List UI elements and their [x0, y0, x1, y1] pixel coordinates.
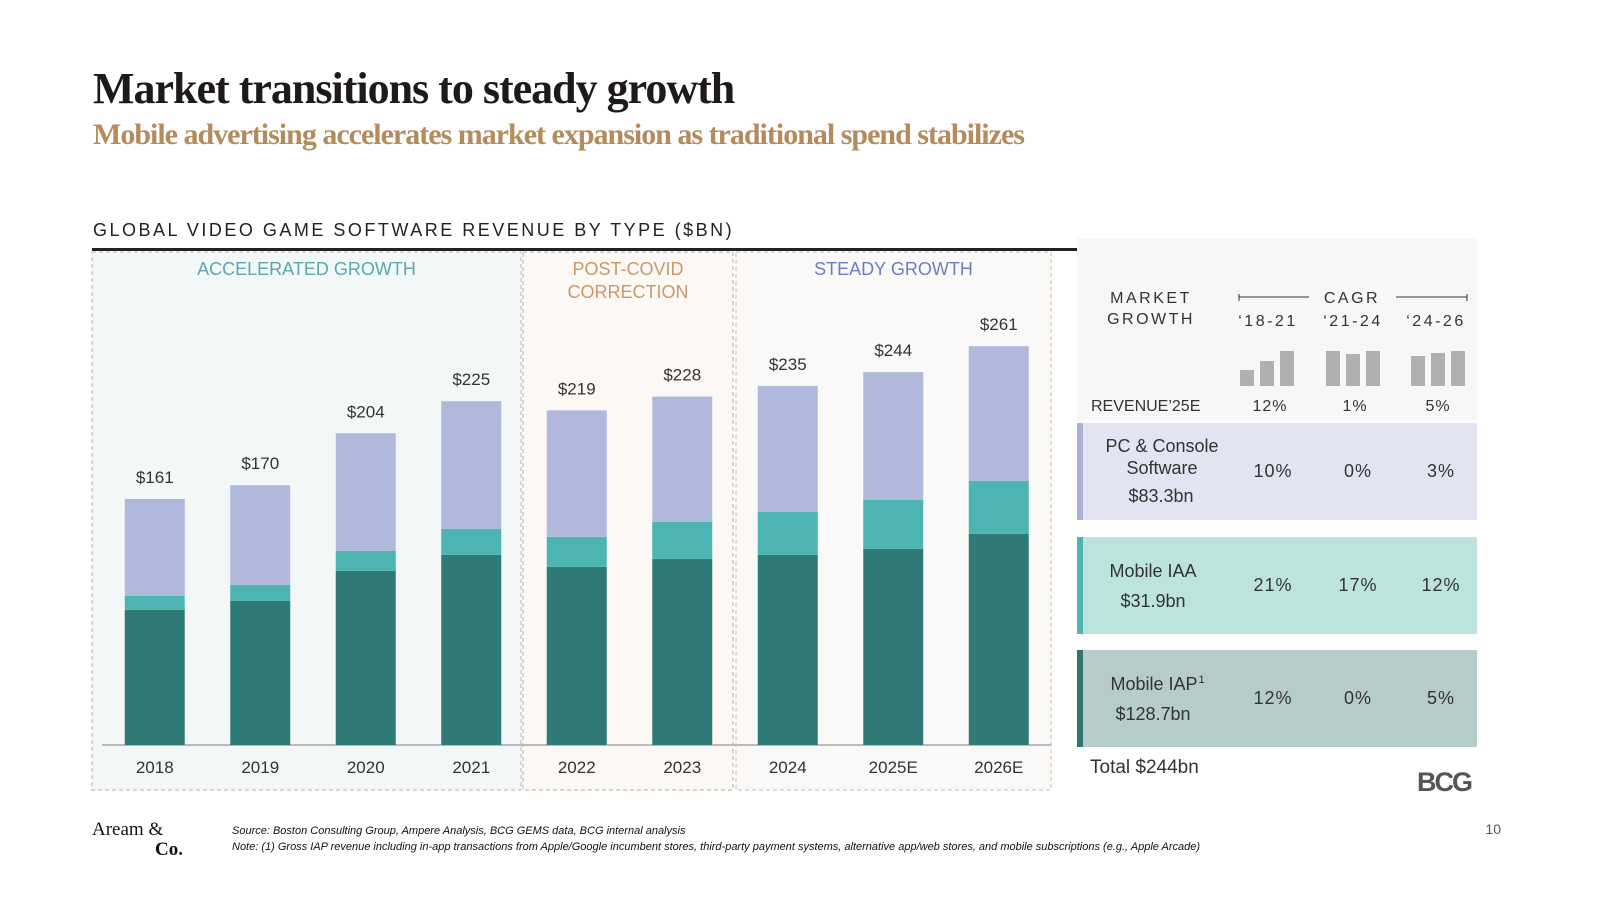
- total-label: $228: [663, 366, 701, 385]
- title: Market transitions to steady growth: [93, 64, 735, 113]
- row-growth: 21%: [1253, 575, 1292, 595]
- bar-segment: [124, 498, 185, 596]
- row-name: Mobile IAA: [1109, 561, 1196, 581]
- phase-label: CORRECTION: [568, 282, 689, 302]
- bar-segment: [335, 570, 396, 745]
- row-accent: [1077, 423, 1083, 520]
- table-header: MARKET: [1110, 290, 1192, 307]
- row-accent: [1077, 650, 1083, 747]
- bar-segment: [863, 372, 924, 500]
- source: Source: Boston Consulting Group, Ampere …: [232, 825, 686, 837]
- x-tick-label: 2026E: [974, 758, 1023, 777]
- bar-segment: [546, 536, 607, 567]
- x-tick-label: 2025E: [869, 758, 918, 777]
- phase-label: STEADY GROWTH: [814, 259, 973, 279]
- bar-segment: [546, 410, 607, 537]
- row-growth: 17%: [1338, 575, 1377, 595]
- x-tick-label: 2019: [241, 758, 279, 777]
- x-tick-label: 2022: [558, 758, 596, 777]
- cagr-label: CAGR: [1324, 290, 1380, 307]
- bar-segment: [757, 554, 818, 745]
- revenue-growth: 1%: [1342, 398, 1367, 415]
- phase-label: ACCELERATED GROWTH: [197, 259, 416, 279]
- period-label: ‘18-21: [1238, 313, 1297, 330]
- bar-segment: [441, 401, 502, 529]
- row-growth: 3%: [1427, 461, 1455, 481]
- bar-segment: [335, 433, 396, 551]
- row-growth: 12%: [1421, 575, 1460, 595]
- bar-segment: [652, 396, 713, 522]
- revenue-growth: 5%: [1425, 398, 1450, 415]
- market-table: MARKET GROWTH CAGR ‘18-21 ‘21-24 ‘24-26 REVENU…: [1077, 290, 1477, 778]
- row-bg: [1077, 650, 1477, 747]
- title-rule: [92, 248, 1476, 251]
- logo-line: Co.: [155, 839, 183, 860]
- row-growth: 10%: [1253, 461, 1292, 481]
- bar-segment: [441, 554, 502, 745]
- row-revenue: $128.7bn: [1115, 704, 1190, 724]
- bar-segment: [757, 511, 818, 555]
- period-label: ‘24-26: [1406, 313, 1465, 330]
- bar-segment: [863, 499, 924, 549]
- bar-segment: [124, 609, 185, 745]
- total-label: $170: [241, 454, 279, 473]
- bar-segment: [335, 550, 396, 571]
- bar-segment: [230, 600, 291, 745]
- row-growth: 0%: [1344, 688, 1372, 708]
- total: Total $244bn: [1090, 757, 1199, 778]
- total-label: $261: [980, 315, 1018, 334]
- cagr-bracket: [1238, 294, 1468, 301]
- x-tick-label: 2024: [769, 758, 807, 777]
- mini-bar-icons: [1240, 351, 1465, 386]
- total-label: $161: [136, 468, 174, 487]
- bar-segment: [652, 558, 713, 745]
- bar-segment: [863, 548, 924, 745]
- row-growth: 12%: [1253, 688, 1292, 708]
- row-accent: [1077, 537, 1083, 634]
- row-revenue: $31.9bn: [1120, 591, 1185, 611]
- brand-logo: BCG: [1417, 767, 1472, 797]
- bar-segment: [968, 346, 1029, 481]
- x-tick-label: 2023: [663, 758, 701, 777]
- total-label: $225: [452, 370, 490, 389]
- total-label: $244: [874, 341, 912, 360]
- subtitle: Mobile advertising accelerates market ex…: [93, 118, 1024, 151]
- bar-segment: [230, 485, 291, 585]
- total-label: $219: [558, 379, 596, 398]
- x-tick-label: 2020: [347, 758, 385, 777]
- row-name: Software: [1126, 458, 1197, 478]
- row-name: PC & Console: [1105, 436, 1218, 456]
- page-number: 10: [1485, 821, 1501, 837]
- footnote-mark: 1: [1199, 674, 1205, 686]
- bar-segment: [757, 385, 818, 512]
- phase-label: POST-COVID: [572, 259, 683, 279]
- total-label: $235: [769, 355, 807, 374]
- bar-segment: [124, 595, 185, 610]
- period-label: ‘21-24: [1323, 313, 1382, 330]
- bar-segment: [546, 566, 607, 745]
- row-bg: [1077, 537, 1477, 634]
- bar-segment: [230, 584, 291, 601]
- total-label: $204: [347, 402, 385, 421]
- row-growth: 0%: [1344, 461, 1372, 481]
- logo-line: Aream &: [92, 819, 163, 840]
- revenue-growth: 12%: [1252, 398, 1287, 415]
- chart-title: GLOBAL VIDEO GAME SOFTWARE REVENUE BY TY…: [93, 220, 734, 240]
- row-bg: [1077, 423, 1477, 520]
- chart: ACCELERATED GROWTH POST-COVID CORRECTION ST…: [91, 251, 1052, 791]
- x-tick-label: 2021: [452, 758, 490, 777]
- x-tick-label: 2018: [136, 758, 174, 777]
- note: Note: (1) Gross IAP revenue including in…: [232, 841, 1200, 853]
- row-revenue: $83.3bn: [1128, 486, 1193, 506]
- row-name: Mobile IAP: [1110, 674, 1197, 694]
- bar-segment: [441, 528, 502, 555]
- bar-segment: [652, 521, 713, 559]
- bar-segment: [968, 533, 1029, 745]
- bar-segment: [968, 480, 1029, 534]
- row-growth: 5%: [1427, 688, 1455, 708]
- table-header: GROWTH: [1107, 311, 1195, 328]
- table-header-bg: [1077, 238, 1477, 420]
- revenue-label: REVENUE’25E: [1091, 398, 1200, 415]
